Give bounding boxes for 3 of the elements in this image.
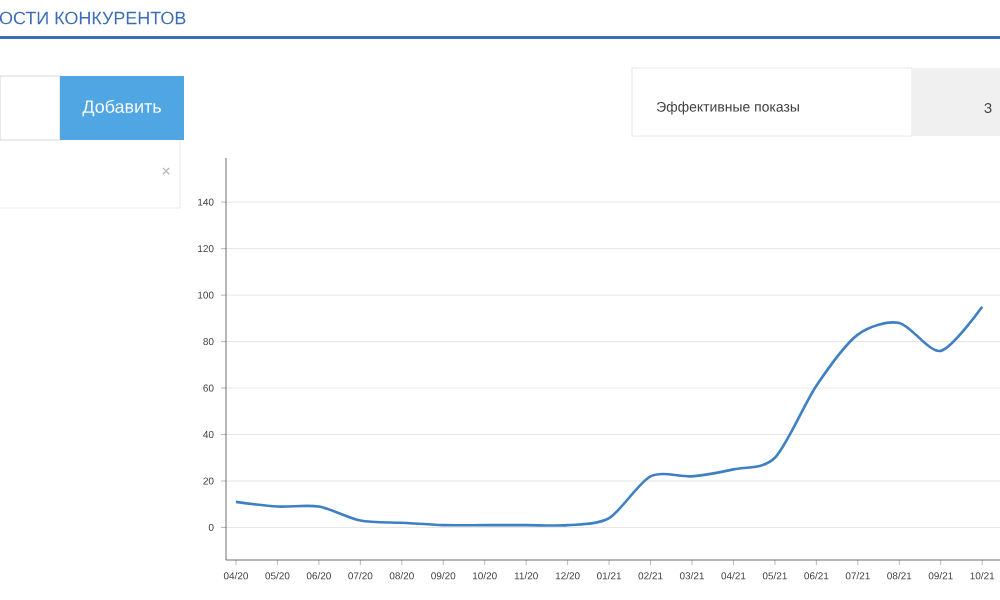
line-series xyxy=(234,305,984,527)
chart-title: ОСТИ КОНКУРЕНТОВ xyxy=(0,11,186,25)
text: Добавить xyxy=(82,99,161,117)
